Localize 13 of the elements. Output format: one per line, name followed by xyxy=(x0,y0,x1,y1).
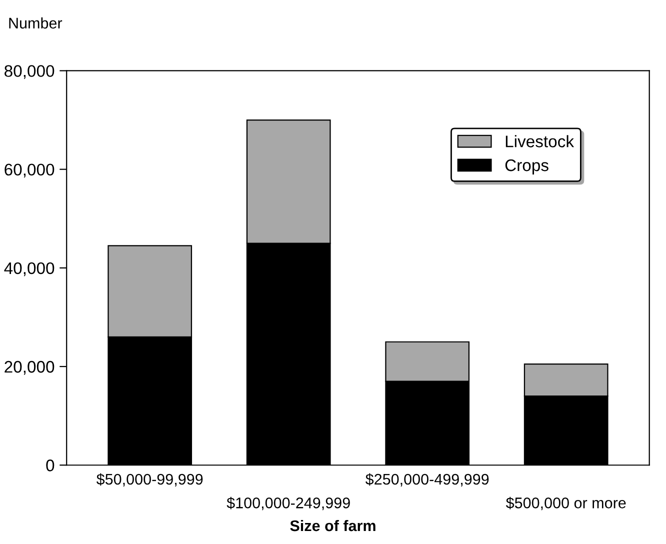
legend-label: Crops xyxy=(505,159,548,174)
y-tick-label: 80,000 xyxy=(4,65,54,79)
y-tick-label: 40,000 xyxy=(4,262,54,276)
legend-label: Livestock xyxy=(506,135,574,148)
y-tick-label: 20,000 xyxy=(4,360,54,375)
x-tick-label: $100,000-249,999 xyxy=(226,496,350,510)
y-axis-title: Number xyxy=(9,17,62,29)
y-tick-label: 60,000 xyxy=(4,164,54,178)
x-tick-label: $500,000 or more xyxy=(506,496,626,510)
x-axis-title: Size of farm xyxy=(290,520,376,532)
x-tick-label: $50,000-99,999 xyxy=(96,473,203,486)
x-tick-label: $250,000-499,999 xyxy=(366,473,489,486)
y-tick-label: 0 xyxy=(46,460,54,472)
